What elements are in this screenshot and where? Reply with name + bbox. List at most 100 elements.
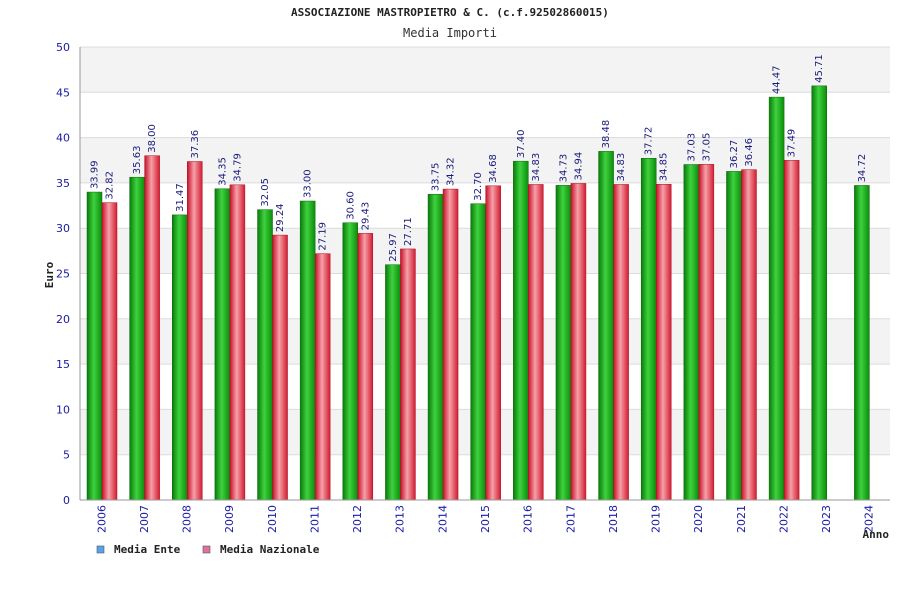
value-label: 37.03 [686, 133, 697, 162]
legend-swatch-media-ente [96, 545, 105, 554]
bar-media-nazionale [655, 184, 672, 501]
chart-subtitle: Media Importi [403, 26, 497, 40]
bar-media-nazionale [400, 248, 416, 501]
y-tick-label: 5 [63, 449, 70, 462]
y-tick-label: 30 [56, 222, 70, 235]
bar-media-nazionale [272, 234, 288, 501]
bar-media-nazionale [698, 164, 715, 501]
x-tick-label: 2021 [735, 505, 748, 533]
bar-media-ente [513, 160, 529, 501]
x-tick-label: 2017 [564, 505, 577, 533]
value-label: 34.83 [616, 153, 627, 182]
x-tick-label: 2022 [777, 505, 790, 533]
bar-media-nazionale [144, 155, 160, 501]
plot-band [80, 47, 890, 93]
value-label: 35.63 [132, 146, 143, 175]
bar-media-nazionale [187, 161, 203, 501]
value-labels: 33.99 32.82 35.63 38.00 31.47 37.36 34.35 34.79… [90, 54, 868, 261]
value-label: 34.72 [857, 154, 868, 183]
bar-media-nazionale [783, 160, 800, 501]
y-tick-label: 40 [56, 132, 70, 145]
value-label: 37.36 [190, 130, 201, 159]
chart-title: ASSOCIAZIONE MASTROPIETRO & C. (c.f.9250… [291, 6, 609, 19]
y-tick-label: 10 [56, 403, 70, 416]
value-label: 34.94 [573, 152, 584, 181]
value-label: 34.73 [558, 154, 569, 183]
value-label: 27.19 [318, 222, 329, 251]
bars [86, 85, 870, 501]
value-label: 33.00 [303, 169, 314, 198]
bar-media-ente [598, 151, 614, 501]
bar-media-nazionale [357, 233, 374, 501]
bar-media-ente [726, 171, 742, 501]
y-axis-label: Euro [43, 261, 56, 288]
legend-swatch-media-nazionale [202, 545, 211, 554]
y-tick-label: 45 [56, 86, 70, 99]
value-label: 37.72 [644, 127, 655, 156]
bar-media-ente [342, 222, 359, 501]
bar-media-ente [129, 176, 145, 501]
x-tick-label: 2012 [351, 505, 364, 533]
value-label: 34.68 [488, 154, 499, 183]
bar-media-nazionale [314, 253, 331, 501]
y-tick-label: 0 [63, 494, 70, 507]
value-label: 32.05 [260, 178, 271, 207]
x-tick-label: 2011 [308, 505, 321, 533]
bar-media-ente [214, 188, 231, 501]
x-tick-label: 2009 [223, 505, 236, 533]
x-tick-label: 2024 [863, 505, 876, 533]
bar-media-ente [768, 96, 785, 501]
y-tick-label: 35 [56, 177, 70, 190]
value-label: 32.70 [473, 172, 484, 201]
value-label: 38.48 [601, 120, 612, 149]
value-label: 29.24 [275, 203, 286, 232]
x-axis-label: Anno [863, 528, 890, 541]
value-label: 31.47 [175, 183, 186, 212]
plot-band [80, 92, 890, 138]
bar-media-ente [555, 185, 572, 501]
bar-media-ente [854, 185, 870, 501]
value-label: 36.27 [729, 140, 740, 169]
legend-label-media-ente: Media Ente [114, 543, 181, 556]
value-label: 37.40 [516, 130, 527, 159]
y-tick-label: 50 [56, 41, 70, 54]
value-label: 34.35 [217, 157, 228, 186]
x-tick-label: 2020 [692, 505, 705, 533]
x-tick-label: 2006 [95, 505, 108, 533]
bar-media-ente [811, 85, 827, 501]
bar-media-nazionale [528, 184, 544, 501]
x-tick-label: 2018 [607, 505, 620, 533]
value-label: 33.75 [431, 163, 442, 192]
bar-media-ente [640, 158, 657, 501]
y-tick-label: 25 [56, 268, 70, 281]
value-label: 45.71 [814, 54, 825, 83]
bar-media-ente [470, 203, 486, 501]
bar-media-ente [172, 214, 188, 501]
x-tick-label: 2007 [138, 505, 151, 533]
y-tick-label: 20 [56, 313, 70, 326]
value-label: 25.97 [388, 233, 399, 262]
value-label: 38.00 [147, 124, 158, 153]
value-label: 37.49 [787, 129, 798, 158]
value-label: 29.43 [360, 202, 371, 231]
x-tick-label: 2016 [522, 505, 535, 533]
bar-media-nazionale [613, 184, 629, 501]
bar-media-ente [257, 209, 273, 501]
x-tick-label: 2023 [820, 505, 833, 533]
value-label: 33.99 [90, 160, 101, 189]
bar-media-nazionale [485, 185, 501, 501]
bar-media-nazionale [570, 183, 587, 501]
bar-media-ente [427, 193, 444, 501]
value-label: 34.79 [232, 153, 243, 182]
x-tick-label: 2019 [650, 505, 663, 533]
value-label: 37.05 [701, 133, 712, 162]
value-label: 34.85 [659, 153, 670, 182]
bar-media-ente [385, 264, 401, 501]
y-tick-label: 15 [56, 358, 70, 371]
value-label: 32.82 [105, 171, 116, 200]
x-tick-label: 2015 [479, 505, 492, 533]
value-label: 34.32 [446, 157, 457, 186]
x-tick-label: 2008 [181, 505, 194, 533]
y-axis-ticks: 0 5 10 15 20 25 30 35 40 45 50 [56, 41, 70, 507]
